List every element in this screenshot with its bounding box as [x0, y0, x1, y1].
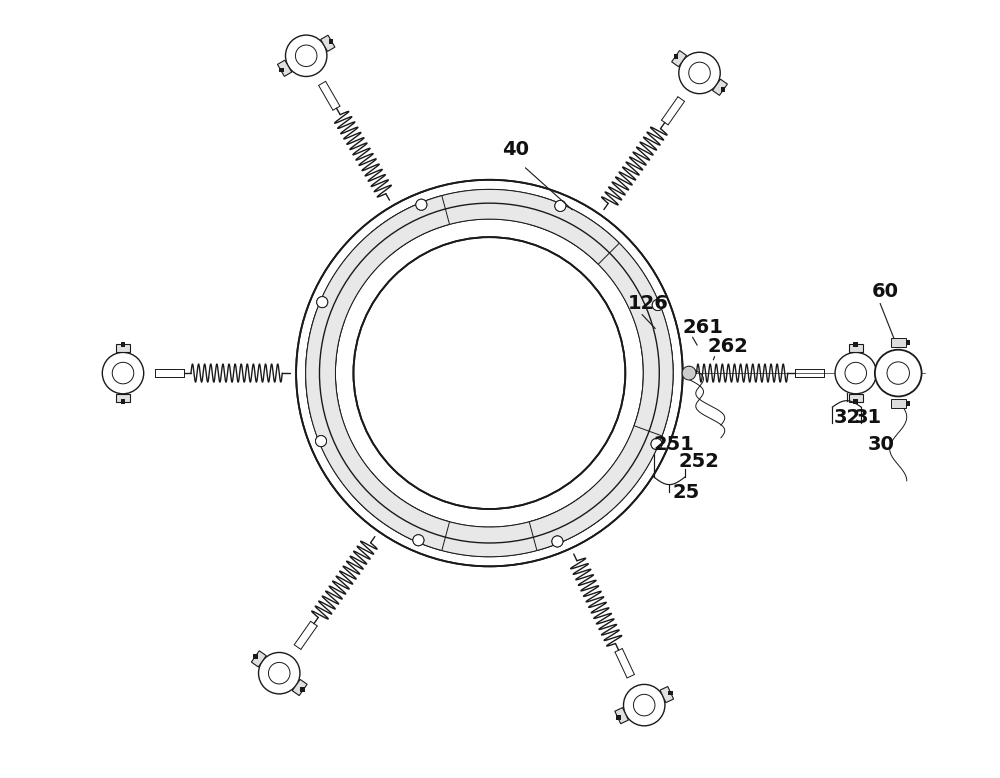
Circle shape — [102, 352, 144, 394]
Circle shape — [689, 62, 710, 84]
Bar — [121, 399, 125, 404]
Circle shape — [319, 203, 659, 543]
Circle shape — [652, 300, 663, 310]
Text: 262: 262 — [707, 337, 748, 356]
Polygon shape — [116, 344, 130, 352]
Polygon shape — [529, 195, 673, 551]
Circle shape — [552, 536, 563, 547]
Circle shape — [413, 534, 424, 545]
Circle shape — [290, 173, 689, 573]
Circle shape — [555, 201, 566, 212]
Bar — [674, 54, 678, 59]
Circle shape — [555, 201, 566, 212]
Polygon shape — [116, 394, 130, 402]
Circle shape — [652, 300, 663, 310]
Circle shape — [353, 237, 625, 509]
Polygon shape — [349, 342, 673, 557]
Circle shape — [682, 366, 696, 380]
Circle shape — [633, 694, 655, 716]
Bar — [891, 399, 906, 408]
Polygon shape — [371, 189, 673, 436]
Polygon shape — [849, 394, 863, 402]
Circle shape — [317, 296, 328, 307]
Polygon shape — [306, 189, 619, 421]
Circle shape — [296, 180, 683, 566]
Circle shape — [317, 296, 328, 307]
Circle shape — [679, 52, 720, 93]
Circle shape — [259, 653, 300, 694]
Text: 60: 60 — [872, 282, 899, 300]
Text: 126: 126 — [627, 294, 668, 314]
Polygon shape — [615, 708, 628, 724]
Circle shape — [651, 439, 662, 450]
Bar — [721, 87, 725, 92]
Polygon shape — [672, 51, 687, 67]
Circle shape — [268, 662, 290, 684]
Bar — [891, 338, 906, 347]
Circle shape — [875, 349, 922, 397]
Text: 252: 252 — [678, 451, 719, 471]
Polygon shape — [660, 686, 674, 703]
Polygon shape — [292, 679, 307, 696]
Bar — [300, 687, 305, 692]
Circle shape — [285, 35, 327, 76]
Text: 40: 40 — [502, 140, 529, 159]
Circle shape — [315, 436, 327, 447]
Polygon shape — [306, 310, 607, 557]
Polygon shape — [849, 344, 863, 352]
Bar — [121, 342, 125, 347]
Polygon shape — [306, 195, 450, 551]
Text: 30: 30 — [867, 435, 894, 454]
Text: 251: 251 — [654, 435, 695, 454]
Circle shape — [887, 362, 909, 384]
Text: 25: 25 — [672, 483, 699, 503]
Circle shape — [624, 685, 665, 726]
Text: 32: 32 — [833, 408, 861, 427]
Bar — [906, 401, 910, 405]
Polygon shape — [321, 35, 335, 51]
Circle shape — [112, 363, 134, 384]
Circle shape — [552, 536, 563, 547]
Text: 31: 31 — [855, 408, 882, 427]
Text: 261: 261 — [683, 317, 724, 337]
Bar — [853, 399, 858, 404]
Circle shape — [651, 439, 662, 450]
Bar — [616, 715, 621, 720]
Circle shape — [835, 352, 876, 394]
Polygon shape — [277, 60, 292, 76]
Bar — [668, 691, 673, 696]
Polygon shape — [713, 79, 727, 96]
Bar — [253, 654, 258, 659]
Circle shape — [845, 363, 867, 384]
Polygon shape — [251, 650, 266, 667]
Circle shape — [295, 45, 317, 67]
Circle shape — [413, 534, 424, 545]
Circle shape — [416, 199, 427, 210]
Bar — [906, 341, 910, 345]
Circle shape — [315, 436, 327, 447]
Bar — [329, 39, 333, 44]
Circle shape — [416, 199, 427, 210]
Bar — [279, 68, 284, 72]
Bar — [853, 342, 858, 347]
